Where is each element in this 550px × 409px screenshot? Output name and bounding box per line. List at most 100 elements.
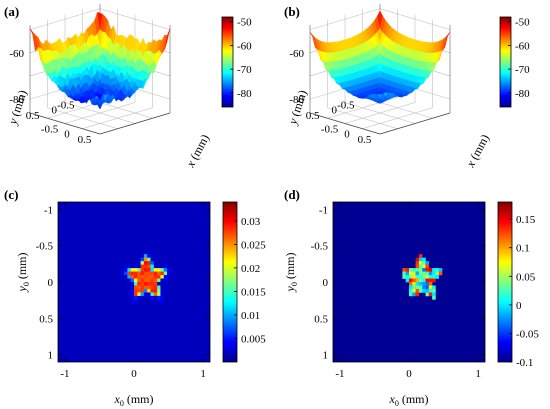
panel-c-pixel bbox=[147, 257, 151, 262]
panel-d-pixel bbox=[409, 271, 413, 276]
panel-c-pixel bbox=[137, 257, 141, 262]
panel-d-pixel bbox=[405, 278, 410, 283]
panel-c-pixel bbox=[143, 285, 148, 290]
panel-d-pixel bbox=[428, 275, 433, 279]
panel-c-pixel bbox=[127, 278, 131, 283]
panel-c-pixel bbox=[167, 275, 171, 279]
panel-c-pixel bbox=[140, 295, 145, 300]
panel-d-xlabel: x0 (mm) bbox=[389, 392, 429, 408]
panel-b-grid-line bbox=[309, 112, 381, 135]
panel-d-pixel bbox=[428, 288, 433, 293]
panel-c-pixel bbox=[160, 295, 165, 300]
panel-d-pixel bbox=[409, 268, 413, 272]
panel-c-pixel bbox=[143, 250, 148, 255]
panel-c-pixel bbox=[153, 261, 158, 265]
panel-c-pixel bbox=[134, 278, 138, 283]
panel-a-y-tick-label: 0.5 bbox=[26, 110, 40, 122]
panel-c-pixel bbox=[160, 271, 165, 276]
panel-c-pixel bbox=[120, 268, 125, 272]
panel-c-pixel bbox=[140, 271, 145, 276]
panel-c-pixel bbox=[150, 264, 155, 269]
panel-c-pixel bbox=[127, 268, 131, 272]
panel-a-ticks: -60-800.5 0 -0.5-0.5 0 0.5 bbox=[9, 48, 92, 146]
panel-d-pixel bbox=[409, 278, 413, 283]
panel-c-pixel bbox=[143, 268, 148, 272]
panel-b-surface bbox=[309, 10, 451, 104]
panel-d-y-tick-label: 0 bbox=[323, 277, 329, 289]
panel-c-pixel bbox=[157, 264, 161, 269]
panel-d-colorbar-gradient bbox=[497, 201, 513, 363]
panel-b-grid-line bbox=[362, 107, 433, 130]
panel-c-pixel bbox=[153, 268, 158, 272]
panel-d-axes: -1 0 1 -1 -0.5 0 0.5 1 bbox=[311, 201, 486, 380]
panel-d-pixel bbox=[438, 271, 443, 276]
panel-c-pixel bbox=[124, 275, 128, 279]
panel-c-pixel bbox=[157, 282, 161, 286]
panel-c-pixel bbox=[150, 285, 155, 290]
panel-d-pixel bbox=[405, 268, 410, 272]
panel-c-pixel bbox=[150, 295, 155, 300]
panel-c-pixel bbox=[137, 261, 141, 265]
panel-d-pixel bbox=[415, 257, 420, 262]
panel-d-pixel bbox=[415, 261, 420, 265]
panel-b-label: (b) bbox=[284, 4, 300, 19]
panel-d-pixel bbox=[422, 285, 426, 290]
panel-c-pixel bbox=[140, 264, 145, 269]
panel-d-pixel bbox=[428, 278, 433, 283]
panel-c-pixel bbox=[160, 264, 165, 269]
panel-c-pixel bbox=[134, 271, 138, 276]
panel-b-colorbar-tick-label: -60 bbox=[515, 40, 530, 52]
panel-c-pixel bbox=[130, 278, 135, 283]
panel-d-pixel bbox=[428, 292, 433, 297]
panel-c-pixel bbox=[143, 275, 148, 279]
panel-a-xlabel: x (mm) bbox=[183, 132, 212, 170]
panel-c-pixel bbox=[150, 282, 155, 286]
panel-c-pixel bbox=[147, 278, 151, 283]
panel-d-pixel bbox=[418, 257, 423, 262]
panel-c-pixel bbox=[160, 299, 165, 304]
panel-c-pixel bbox=[160, 268, 165, 272]
panel-d-pixel bbox=[415, 285, 420, 290]
panel-c-pixel bbox=[153, 285, 158, 290]
panel-b-colorbar-tick-label: -70 bbox=[515, 64, 530, 76]
panel-c-colorbar-tick-label: 0.025 bbox=[241, 239, 266, 251]
panel-c-pixel bbox=[153, 288, 158, 293]
panel-d-y-tick-label: 0.5 bbox=[314, 313, 328, 325]
panel-c-pixel bbox=[150, 268, 155, 272]
panel-c-pixel bbox=[143, 278, 148, 283]
panel-c-pixel bbox=[160, 275, 165, 279]
panel-c-pixel bbox=[147, 261, 151, 265]
panel-d-pixel bbox=[402, 275, 406, 279]
panel-b-y-tick-label: 0 bbox=[332, 105, 338, 117]
panel-d-pixel bbox=[415, 268, 420, 272]
panel-c-pixel bbox=[124, 271, 128, 276]
panel-d-image bbox=[333, 202, 485, 362]
panel-c-pixel bbox=[127, 271, 131, 276]
panel-c-pixel bbox=[127, 264, 131, 269]
panel-b-surface-patch bbox=[444, 31, 451, 48]
panel-c-pixel bbox=[137, 264, 141, 269]
panel-d-pixel bbox=[418, 285, 423, 290]
panel-c-pixel bbox=[153, 292, 158, 297]
panel-c-pixel bbox=[140, 268, 145, 272]
panel-c-pixel bbox=[150, 257, 155, 262]
panel-a-label: (a) bbox=[4, 4, 19, 19]
panel-c-pixel bbox=[140, 261, 145, 265]
panel-c-pixel bbox=[157, 268, 161, 272]
panel-c-pixel bbox=[147, 292, 151, 297]
panel-d-pixel bbox=[418, 282, 423, 286]
panel-c-pixel bbox=[143, 282, 148, 286]
panel-c-pixel bbox=[153, 278, 158, 283]
panel-d-pixel bbox=[428, 285, 433, 290]
panel-c-pixel bbox=[147, 264, 151, 269]
panel-d-pixel bbox=[409, 288, 413, 293]
panel-c-pixel bbox=[163, 271, 168, 276]
panel-d-pixel bbox=[435, 268, 440, 272]
panel-d-y-tick-label: -0.5 bbox=[311, 241, 329, 253]
panel-b-colorbar-gradient bbox=[499, 16, 512, 108]
panel-c-pixel bbox=[160, 278, 165, 283]
panel-c-pixel bbox=[143, 254, 148, 258]
panel-c-colorbar-tick-label: 0.005 bbox=[241, 333, 266, 345]
panel-a-surface-patch bbox=[164, 28, 171, 50]
panel-c-pixel bbox=[157, 278, 161, 283]
